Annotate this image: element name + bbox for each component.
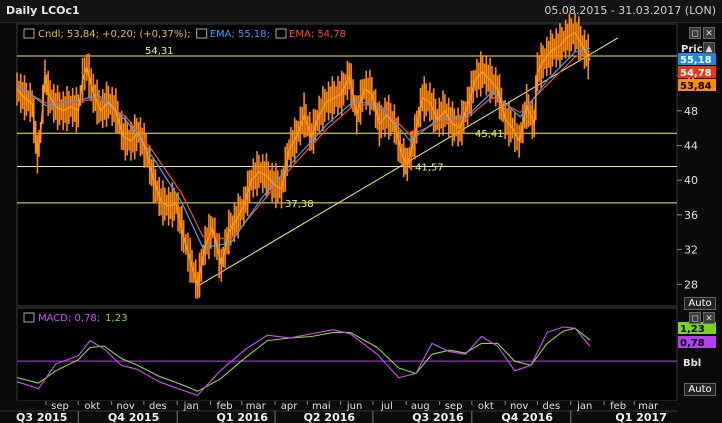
ema-legend-icon xyxy=(196,28,208,39)
price-legend-text: Cndl; 53,84; +0,20; (+0,37%); xyxy=(38,29,191,40)
candle-close-line xyxy=(16,31,591,286)
ema-legend-icon xyxy=(275,28,287,39)
axis-layer: 28323640444852PriceUSD55,1854,7853,841,2… xyxy=(16,44,716,423)
price-layer: 54,31 45,41 41,57 37,38 xyxy=(16,13,677,299)
y-tick-label: 28 xyxy=(684,278,698,291)
level-label-2: 41,57 xyxy=(415,163,444,174)
x-month-label: nov xyxy=(116,401,134,412)
x-month-label: feb xyxy=(610,401,626,412)
x-month-label: mar xyxy=(638,401,659,412)
price-badge xyxy=(678,79,716,91)
y-tick-label: 40 xyxy=(684,174,698,187)
x-quarter-label: Q3 2016 xyxy=(412,411,464,423)
macd-legend-icon xyxy=(23,312,35,323)
x-quarter-label: Q3 2015 xyxy=(16,411,67,423)
ema-blue-line xyxy=(16,47,591,249)
macd-legend-text: 1,23 xyxy=(105,313,127,324)
price-axis-title: Price xyxy=(681,44,710,55)
x-month-label: mai xyxy=(312,401,331,412)
x-month-label: jul xyxy=(380,401,393,412)
legend-layer: Cndl; 53,84; +0,20; (+0,37%); EMA; 55,18;… xyxy=(23,28,346,324)
x-month-label: des xyxy=(149,401,167,412)
y-tick-label: 48 xyxy=(684,105,698,118)
level-label-0: 54,31 xyxy=(145,46,174,57)
y-tick-label: 36 xyxy=(684,209,698,222)
x-month-label: okt xyxy=(478,401,494,412)
x-month-label: mar xyxy=(246,401,267,412)
x-quarter-label: Q4 2016 xyxy=(501,411,553,423)
x-month-label: nov xyxy=(510,401,528,412)
x-month-label: jan xyxy=(183,401,199,412)
scroll-up-icon[interactable]: ▲ xyxy=(703,42,715,54)
expand-panel-button[interactable]: ◻ xyxy=(689,27,701,39)
x-quarter-label: Q2 2016 xyxy=(304,411,356,423)
x-month-label: sep xyxy=(51,401,69,412)
macd-line xyxy=(16,326,591,397)
macd-badge-value: 1,23 xyxy=(680,324,705,335)
level-label-1: 45,41 xyxy=(475,129,504,140)
expand-macd-button[interactable]: ◻ xyxy=(689,312,701,324)
price-auto-button[interactable]: Auto xyxy=(684,297,716,310)
x-month-label: feb xyxy=(217,401,233,412)
macd-badge-value: 0,78 xyxy=(680,338,705,349)
title-bar: Daily LCOc1 05.08.2015 - 31.03.2017 (LON… xyxy=(0,0,722,23)
date-range: 05.08.2015 - 31.03.2017 (LON) xyxy=(544,4,716,17)
y-tick-label: 44 xyxy=(684,139,698,152)
macd-badge xyxy=(678,322,716,334)
x-month-label: apr xyxy=(281,401,298,412)
x-month-label: sep xyxy=(445,401,463,412)
x-quarter-label: Q1 2017 xyxy=(615,411,666,423)
price-badge-value: 54,78 xyxy=(680,68,712,79)
macd-badge xyxy=(678,336,716,348)
x-month-label: aug xyxy=(411,401,430,412)
x-quarter-label: Q4 2015 xyxy=(108,411,159,423)
candle-legend-icon xyxy=(23,28,35,39)
price-badge-value: 53,84 xyxy=(680,81,712,92)
price-badge xyxy=(678,66,716,78)
y-tick-label: 32 xyxy=(684,244,698,257)
x-auto-button[interactable]: Auto xyxy=(684,383,716,396)
macd-layer xyxy=(16,326,677,397)
x-month-label: okt xyxy=(84,401,100,412)
price-legend-text: EMA; 55,18; xyxy=(210,29,270,40)
macd-legend-text: MACD; 0,78; xyxy=(38,313,100,324)
chart-title: Daily LCOc1 xyxy=(6,4,80,17)
close-panel-icon[interactable]: ✕ xyxy=(703,27,715,39)
macd-signal-line xyxy=(16,327,591,392)
close-macd-icon[interactable]: ✕ xyxy=(703,312,715,324)
level-label-3: 37,38 xyxy=(285,199,314,210)
x-month-label: jan xyxy=(576,401,592,412)
price-badge xyxy=(678,53,716,65)
x-month-label: des xyxy=(543,401,561,412)
macd-axis-unit: Bbl xyxy=(683,358,701,369)
x-axis-area xyxy=(0,401,722,423)
price-badge-value: 55,18 xyxy=(680,55,712,66)
x-quarter-label: Q1 2016 xyxy=(216,411,268,423)
x-month-label: jun xyxy=(346,401,362,412)
price-legend-text: EMA; 54,78 xyxy=(289,29,346,40)
